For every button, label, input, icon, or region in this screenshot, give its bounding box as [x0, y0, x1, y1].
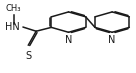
Text: HN: HN — [5, 22, 20, 32]
Text: N: N — [108, 35, 116, 45]
Text: CH₃: CH₃ — [6, 4, 21, 13]
Text: S: S — [25, 51, 31, 61]
Text: N: N — [65, 35, 72, 45]
